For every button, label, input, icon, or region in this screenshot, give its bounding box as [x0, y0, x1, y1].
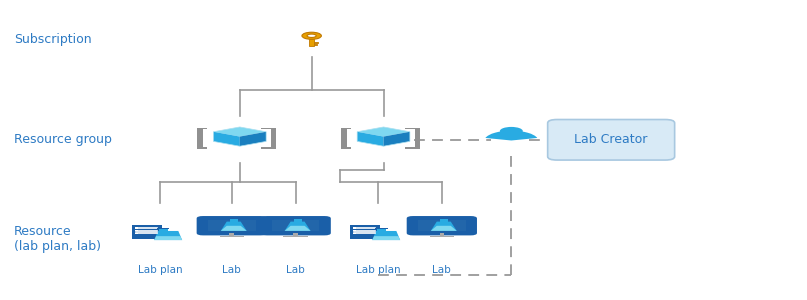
Polygon shape: [285, 226, 311, 231]
FancyBboxPatch shape: [407, 216, 477, 236]
Text: Lab: Lab: [286, 265, 305, 275]
Bar: [415, 128, 420, 148]
Text: Lab plan: Lab plan: [138, 265, 182, 275]
Polygon shape: [372, 231, 400, 240]
FancyBboxPatch shape: [548, 119, 675, 160]
Bar: [270, 128, 277, 148]
Wedge shape: [485, 131, 537, 140]
Polygon shape: [431, 226, 457, 231]
Polygon shape: [221, 222, 247, 231]
Bar: [341, 128, 351, 129]
Bar: [135, 230, 139, 231]
Bar: [314, 44, 317, 45]
FancyBboxPatch shape: [272, 220, 320, 231]
Bar: [353, 227, 357, 229]
Text: Subscription: Subscription: [14, 33, 91, 46]
Bar: [353, 233, 357, 234]
Polygon shape: [358, 132, 383, 146]
Bar: [353, 230, 357, 231]
Bar: [440, 233, 444, 236]
Bar: [294, 219, 302, 222]
Bar: [261, 128, 270, 129]
FancyBboxPatch shape: [197, 216, 267, 236]
Polygon shape: [240, 132, 266, 146]
Polygon shape: [213, 127, 266, 136]
Text: Lab: Lab: [433, 265, 451, 275]
Text: Lab Creator: Lab Creator: [575, 133, 648, 146]
Bar: [294, 233, 298, 236]
Polygon shape: [285, 222, 311, 231]
Bar: [405, 128, 415, 129]
Bar: [198, 147, 207, 148]
Polygon shape: [431, 222, 457, 231]
FancyBboxPatch shape: [132, 225, 162, 239]
Text: Lab plan: Lab plan: [356, 265, 400, 275]
Bar: [157, 228, 169, 229]
Circle shape: [302, 32, 321, 39]
Bar: [135, 227, 139, 229]
Circle shape: [500, 127, 523, 135]
Polygon shape: [154, 236, 182, 240]
Bar: [229, 233, 234, 236]
FancyBboxPatch shape: [418, 220, 466, 231]
Bar: [198, 128, 203, 148]
Polygon shape: [154, 231, 182, 240]
Polygon shape: [372, 236, 400, 240]
Bar: [198, 128, 207, 129]
Polygon shape: [221, 226, 247, 231]
Bar: [220, 236, 244, 237]
Polygon shape: [358, 127, 410, 136]
Bar: [429, 236, 454, 237]
Bar: [309, 39, 314, 46]
Bar: [440, 219, 448, 222]
Text: Lab: Lab: [223, 265, 241, 275]
Polygon shape: [383, 132, 410, 146]
Bar: [261, 147, 270, 148]
Polygon shape: [213, 132, 240, 146]
Bar: [375, 228, 387, 229]
Bar: [341, 147, 351, 148]
FancyBboxPatch shape: [208, 220, 256, 231]
Text: Resource group: Resource group: [14, 133, 111, 146]
Bar: [159, 228, 168, 231]
Bar: [341, 128, 347, 148]
Bar: [230, 219, 238, 222]
Bar: [377, 228, 386, 231]
Circle shape: [307, 34, 316, 38]
Bar: [135, 233, 139, 234]
FancyBboxPatch shape: [350, 225, 380, 239]
Bar: [283, 236, 308, 237]
FancyBboxPatch shape: [261, 216, 331, 236]
Text: Resource
(lab plan, lab): Resource (lab plan, lab): [14, 225, 101, 253]
Bar: [405, 147, 415, 148]
